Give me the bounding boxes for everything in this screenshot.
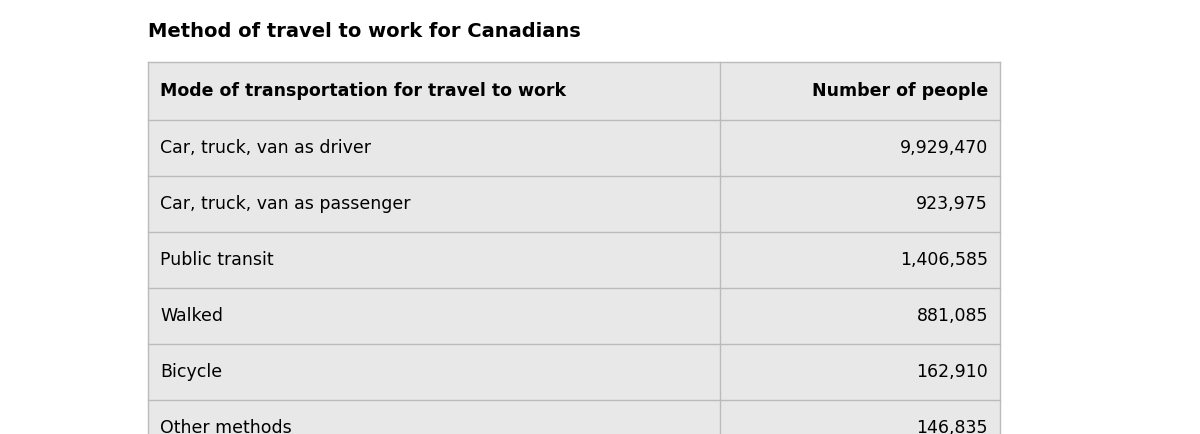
Text: Mode of transportation for travel to work: Mode of transportation for travel to wor…: [160, 82, 566, 100]
Text: Other methods: Other methods: [160, 419, 292, 434]
Bar: [148, 400, 1000, 434]
Text: 881,085: 881,085: [917, 307, 988, 325]
Bar: [148, 120, 1000, 176]
Text: Car, truck, van as passenger: Car, truck, van as passenger: [160, 195, 410, 213]
Text: 9,929,470: 9,929,470: [900, 139, 988, 157]
Bar: [148, 176, 1000, 232]
Text: Public transit: Public transit: [160, 251, 274, 269]
Text: Walked: Walked: [160, 307, 223, 325]
Bar: [148, 288, 1000, 344]
Text: Car, truck, van as driver: Car, truck, van as driver: [160, 139, 371, 157]
Text: Bicycle: Bicycle: [160, 363, 222, 381]
Bar: [148, 344, 1000, 400]
Text: Number of people: Number of people: [811, 82, 988, 100]
Text: 162,910: 162,910: [917, 363, 988, 381]
Text: 146,835: 146,835: [917, 419, 988, 434]
Text: 1,406,585: 1,406,585: [900, 251, 988, 269]
Bar: [148, 232, 1000, 288]
Text: 923,975: 923,975: [917, 195, 988, 213]
Bar: [148, 62, 1000, 120]
Text: Method of travel to work for Canadians: Method of travel to work for Canadians: [148, 22, 581, 41]
